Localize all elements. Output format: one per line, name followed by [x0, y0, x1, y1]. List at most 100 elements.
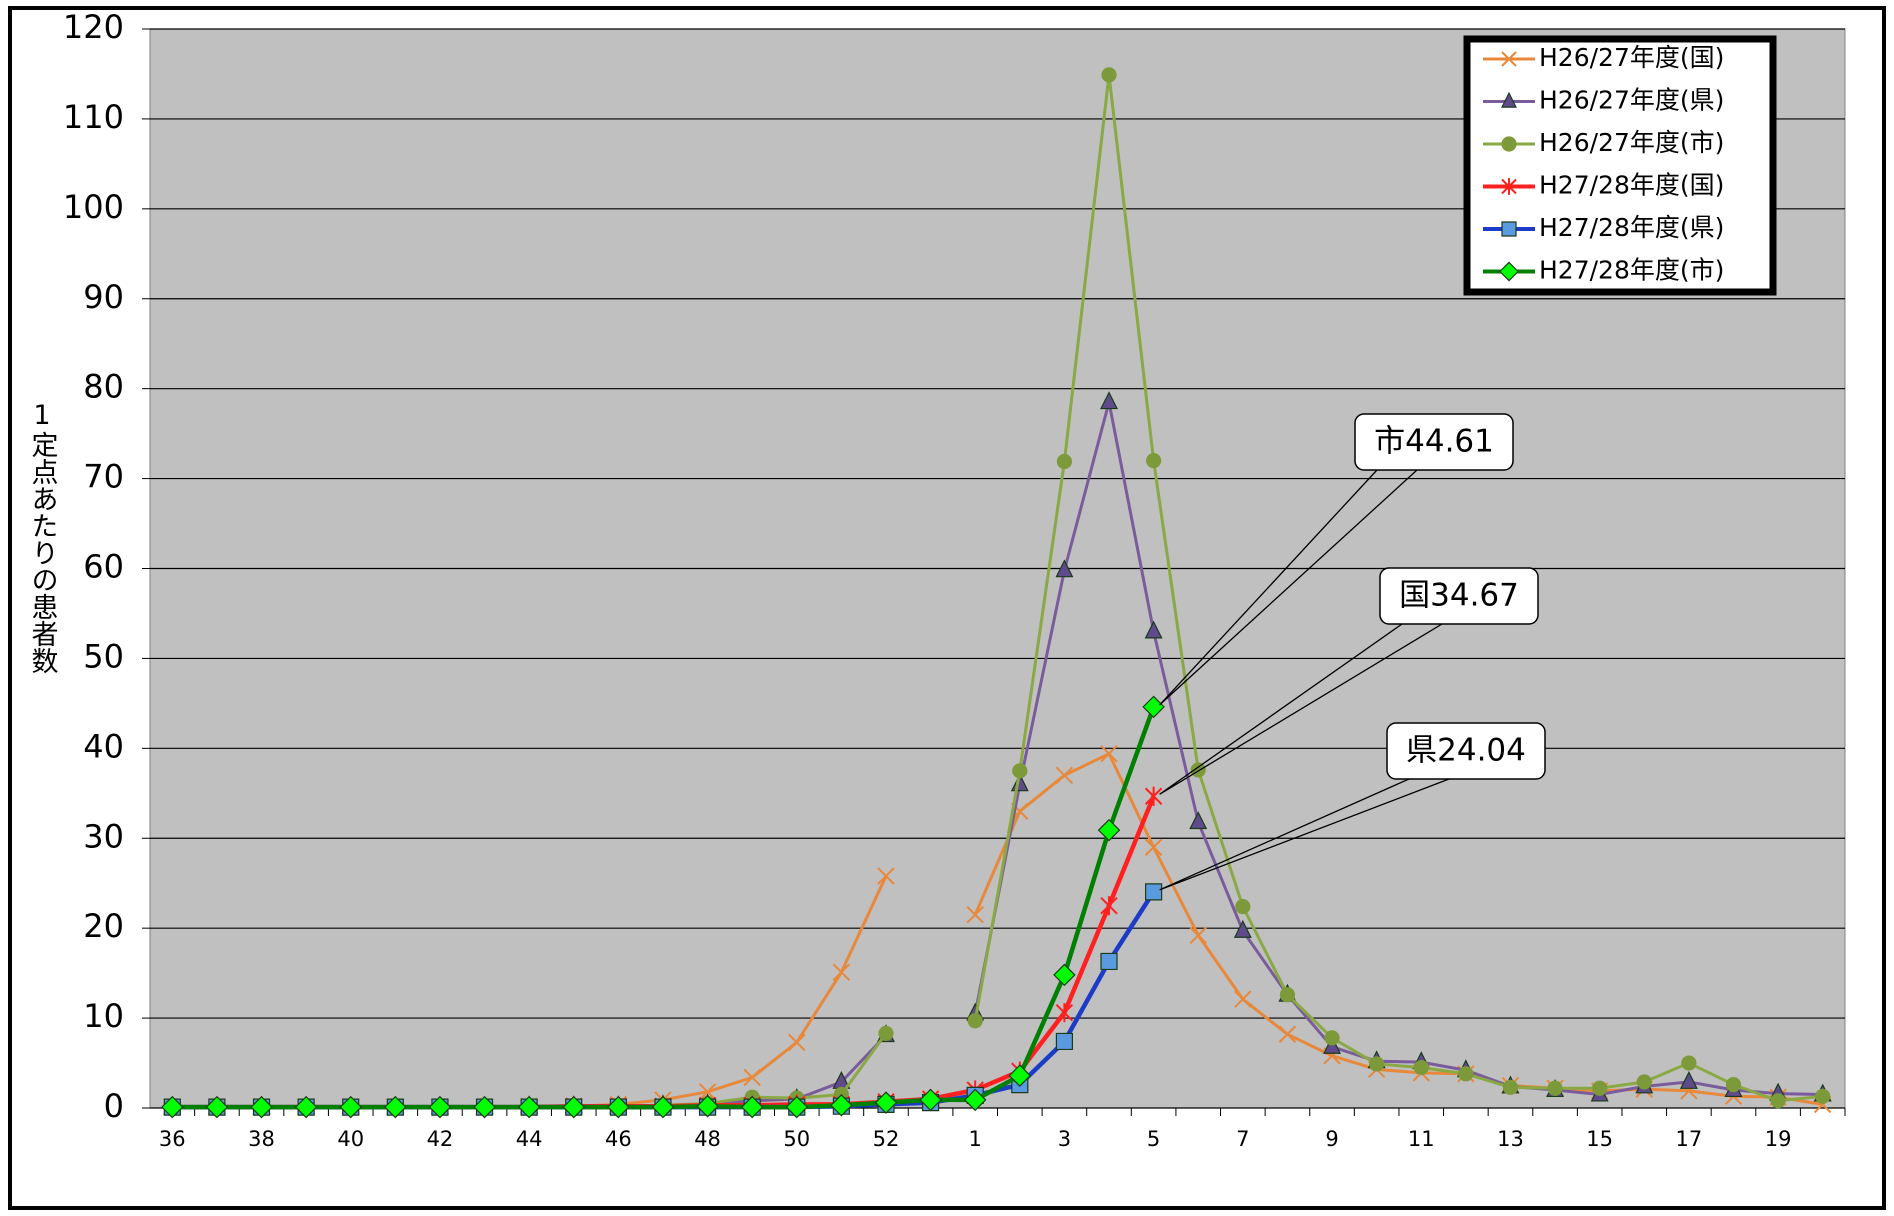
marker: [1369, 1056, 1385, 1072]
marker: [1055, 1032, 1074, 1051]
marker: [161, 1095, 184, 1119]
marker: [428, 1095, 452, 1119]
y-tick-label: 0: [104, 1087, 124, 1125]
x-tick-label: 50: [783, 1127, 810, 1151]
x-tick-label: 15: [1586, 1127, 1613, 1151]
x-tick-label: 42: [427, 1127, 454, 1151]
marker: [1770, 1093, 1786, 1109]
marker: [740, 1095, 764, 1119]
marker: [919, 1088, 942, 1112]
marker: [651, 1095, 675, 1119]
marker: [607, 1095, 630, 1119]
marker: [1145, 883, 1163, 901]
marker: [1189, 926, 1207, 945]
marker: [1055, 766, 1074, 785]
x-tick-label: 46: [605, 1127, 632, 1151]
x-tick-label: 3: [1058, 1127, 1071, 1151]
marker: [1681, 1055, 1697, 1071]
marker: [1055, 1003, 1074, 1023]
marker: [1144, 838, 1163, 856]
y-tick-label: 110: [63, 98, 124, 136]
marker: [963, 1088, 987, 1112]
legend-box: [1463, 35, 1777, 296]
marker: [1056, 453, 1073, 470]
x-tick-label: 44: [516, 1127, 543, 1151]
callout-pointer: [1159, 469, 1418, 706]
marker: [877, 867, 895, 885]
marker: [1100, 952, 1118, 971]
marker: [832, 963, 851, 981]
marker: [878, 1025, 894, 1041]
marker: [1146, 453, 1162, 469]
marker: [1100, 896, 1118, 916]
marker: [1458, 1066, 1474, 1082]
x-tick-label: 38: [248, 1127, 275, 1151]
y-tick-label: 90: [83, 278, 124, 316]
marker: [1234, 990, 1252, 1008]
x-tick-label: 48: [694, 1127, 721, 1151]
callout-box: [1379, 567, 1539, 625]
x-tick-label: 19: [1765, 1127, 1792, 1151]
marker: [1235, 898, 1251, 915]
marker: [830, 1094, 853, 1117]
marker: [1501, 51, 1517, 67]
x-tick-label: 13: [1497, 1127, 1524, 1151]
marker: [1324, 1030, 1340, 1046]
legend-label: H26/27年度(国): [1539, 43, 1724, 72]
x-tick-label: 40: [337, 1127, 364, 1151]
marker: [1012, 763, 1028, 779]
x-tick-label: 36: [159, 1127, 186, 1151]
y-tick-label: 80: [83, 368, 124, 406]
marker: [473, 1095, 496, 1119]
marker: [1189, 811, 1208, 830]
callout-label: 県24.04: [1406, 733, 1526, 769]
callout-label: 国34.67: [1399, 578, 1519, 614]
marker: [1547, 1080, 1563, 1096]
marker: [1100, 391, 1118, 410]
marker: [1501, 221, 1517, 237]
marker: [1233, 919, 1252, 938]
y-tick-label: 20: [83, 907, 124, 945]
y-tick-label: 50: [83, 637, 124, 675]
x-tick-label: 9: [1325, 1127, 1338, 1151]
marker: [1502, 1079, 1519, 1095]
y-tick-label: 60: [83, 548, 124, 586]
y-tick-label: 40: [83, 727, 124, 765]
marker: [743, 1068, 761, 1087]
marker: [698, 1083, 717, 1101]
marker: [1501, 91, 1517, 108]
marker: [339, 1095, 362, 1119]
marker: [1097, 818, 1121, 842]
marker: [1501, 136, 1517, 152]
marker: [1592, 1080, 1608, 1096]
callout-pointer: [1159, 778, 1450, 891]
callout-pointer: [1159, 623, 1443, 795]
x-tick-label: 17: [1676, 1127, 1703, 1151]
legend-label: H27/28年度(国): [1539, 171, 1724, 200]
x-tick-label: 11: [1408, 1127, 1435, 1151]
marker: [696, 1094, 719, 1118]
marker: [1008, 1064, 1032, 1087]
y-tick-label: 70: [83, 458, 124, 496]
callout-label: 市44.61: [1374, 424, 1494, 460]
marker: [785, 1095, 809, 1119]
marker: [967, 1013, 983, 1029]
marker: [1278, 1025, 1297, 1043]
marker: [1725, 1077, 1742, 1093]
callout-box: [1354, 413, 1514, 471]
y-tick-label: 120: [63, 8, 124, 46]
x-tick-label: 7: [1236, 1127, 1249, 1151]
marker: [1815, 1088, 1831, 1104]
marker: [1053, 963, 1076, 987]
callout-box: [1386, 722, 1546, 780]
marker: [1144, 620, 1163, 639]
marker: [1101, 67, 1117, 83]
marker: [1055, 559, 1074, 578]
y-axis-label: 1定点あたりの患者数: [27, 400, 59, 674]
marker: [517, 1095, 541, 1119]
marker: [788, 1033, 806, 1052]
marker: [205, 1095, 229, 1119]
x-tick-label: 52: [873, 1127, 900, 1151]
legend-label: H27/28年度(県): [1539, 213, 1724, 242]
